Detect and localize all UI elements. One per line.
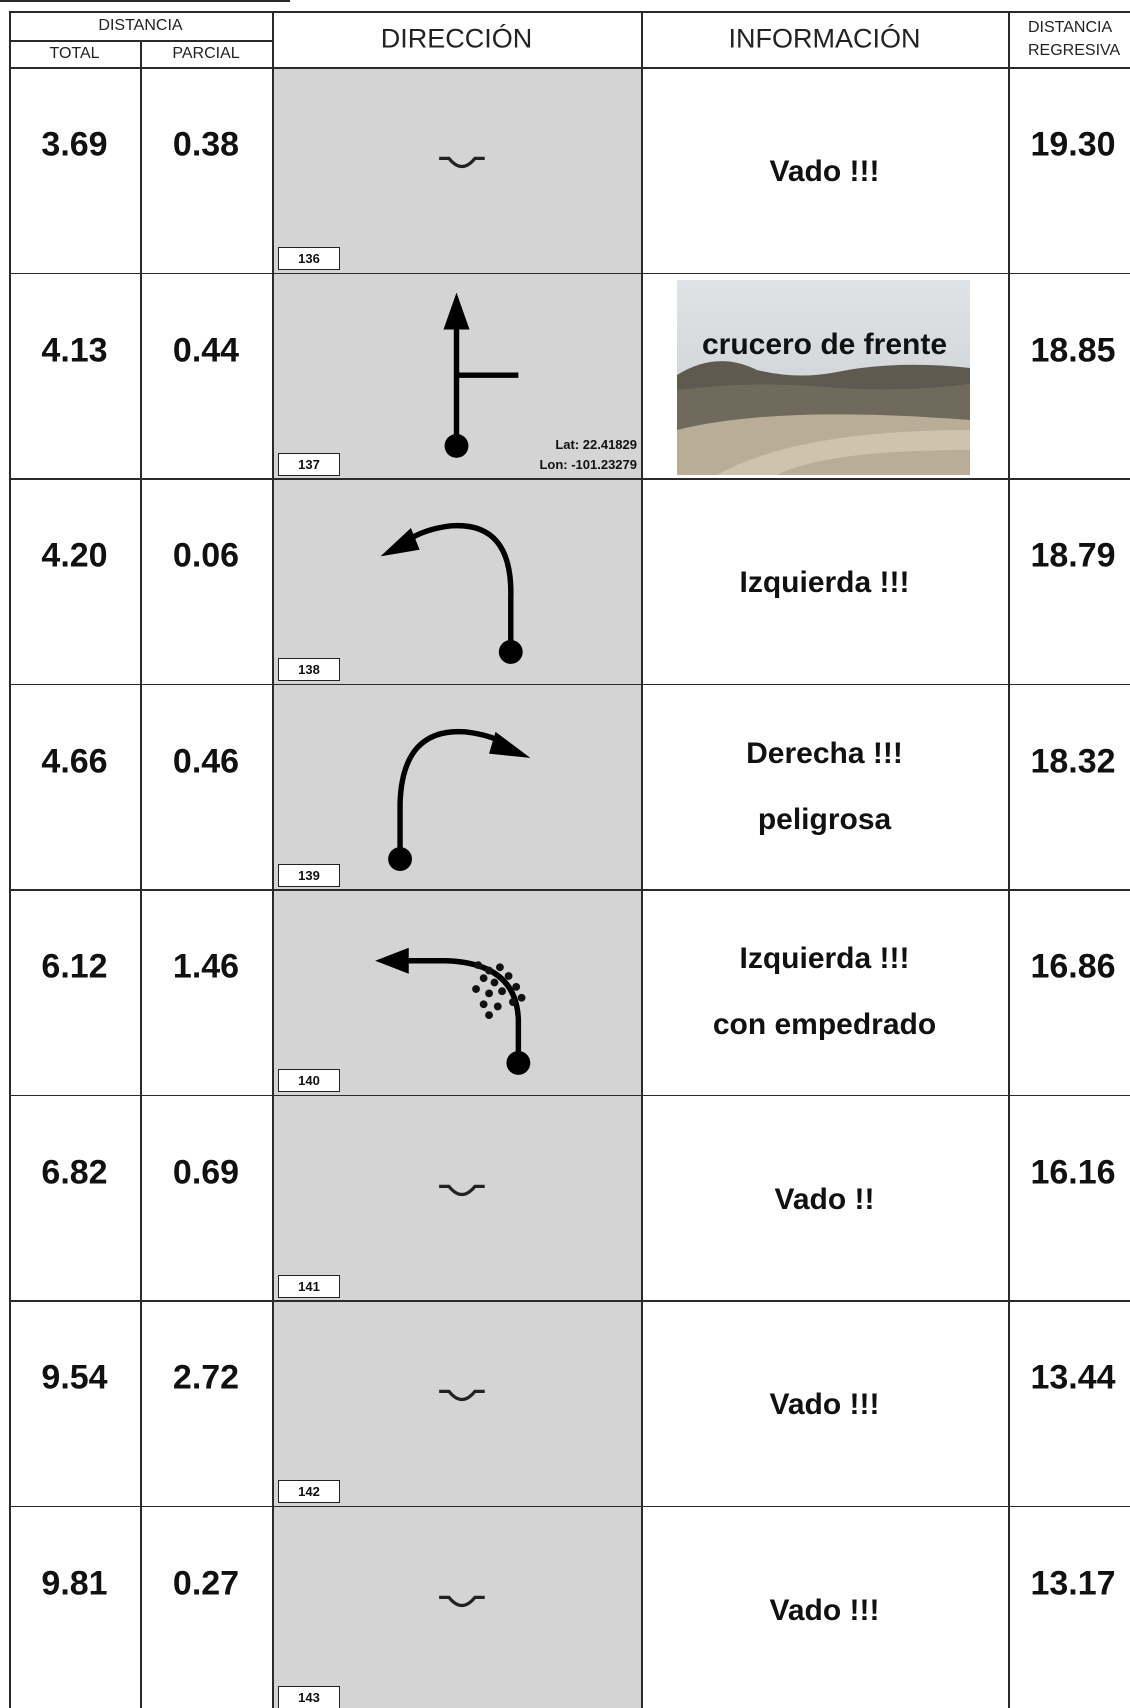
rule [272,11,274,1708]
regresiva: 18.85 [1030,331,1116,369]
info-text: Derecha !!! [746,736,903,770]
coordinates: Lon: -101.23279 [539,456,637,472]
total: 4.66 [41,742,108,780]
step-number: 142 [278,1480,340,1503]
total: 9.81 [41,1564,108,1602]
coordinates: Lat: 22.41829 [555,436,637,452]
parcial: 0.44 [172,331,240,369]
step-number: 140 [278,1069,340,1092]
direction-icon [439,1184,485,1196]
direction-icon [388,728,531,871]
direction-icon [439,156,485,169]
info-text: Vado !!! [769,1593,880,1627]
direction-icon [375,947,531,1075]
regresiva: 18.79 [1030,536,1116,575]
total: 4.13 [41,331,108,369]
total: 6.82 [41,1153,108,1191]
step-number: 139 [278,863,340,887]
step-number: 136 [278,247,340,270]
regresiva: 13.17 [1030,1564,1116,1602]
rule [0,0,290,2]
regresiva: 16.16 [1030,1153,1116,1191]
header-regresiva: REGRESIVA [1028,42,1121,59]
rule [9,11,1130,13]
photo [677,279,970,475]
rule [9,67,1130,69]
direction-icon [380,522,523,664]
photo-caption: crucero de frente [701,327,948,361]
direction-cell [272,1505,641,1708]
total: 3.69 [41,125,108,164]
rule [9,1300,1130,1302]
parcial: 1.46 [172,947,240,986]
info-text: con empedrado [712,1008,937,1041]
rule [140,40,142,1708]
step-number: 137 [278,452,340,476]
rule [9,683,1130,685]
total: 4.20 [41,536,108,575]
parcial: 0.27 [172,1564,240,1602]
direction-cell [272,1300,641,1506]
parcial: 0.06 [172,536,240,575]
regresiva: 18.32 [1030,742,1116,780]
step-number: 138 [278,658,340,681]
info-text: Izquierda !!! [739,942,910,975]
parcial: 2.72 [172,1358,240,1397]
parcial: 0.46 [172,742,240,780]
info-text: Vado !!! [769,155,880,188]
direction-cell [272,478,641,684]
direction-cell [272,683,641,889]
header-total: TOTAL [49,45,100,62]
rule [9,889,1130,891]
header-parcial: PARCIAL [172,45,240,62]
header-distancia: DISTANCIA [98,17,183,34]
rule [9,272,1130,274]
direction-cell [272,1094,641,1300]
parcial: 0.69 [172,1153,240,1191]
info-text: Izquierda !!! [739,566,910,599]
direction-icon [443,292,519,458]
rule [9,478,1130,480]
total: 6.12 [41,947,108,986]
rule [9,11,11,1708]
parcial: 0.38 [172,125,240,164]
step-number: 141 [278,1274,340,1298]
regresiva: 19.30 [1030,125,1116,164]
rule [641,11,643,1708]
regresiva: 16.86 [1030,947,1116,986]
header-informacion: INFORMACIÓN [728,23,921,54]
direction-icon [439,1389,485,1402]
rule [9,1094,1130,1096]
direction-cell [272,67,641,273]
total: 9.54 [41,1358,108,1397]
header-direccion: DIRECCIÓN [380,23,533,54]
info-text: Vado !!! [769,1388,880,1421]
header-regresiva: DISTANCIA [1028,19,1113,36]
rule [1008,11,1010,1708]
info-text: Vado !! [774,1182,875,1216]
direction-icon [439,1595,485,1607]
direction-cell [272,889,641,1095]
step-number: 143 [278,1685,340,1708]
regresiva: 13.44 [1030,1358,1116,1397]
rule [9,1505,1130,1507]
info-text: peligrosa [757,802,892,836]
